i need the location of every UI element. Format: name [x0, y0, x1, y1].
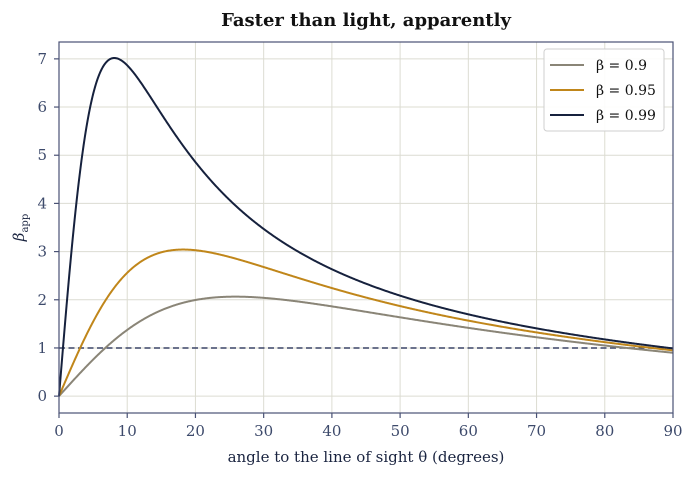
y-tick-label: 0: [37, 387, 47, 405]
x-tick-label: 30: [254, 422, 273, 440]
series-layer: [58, 57, 674, 397]
series-line: [58, 248, 674, 397]
y-axis-label-main: β: [10, 232, 28, 242]
series-line: [58, 57, 674, 397]
y-axis-label: βapp: [10, 214, 31, 242]
x-tick-label: 10: [118, 422, 137, 440]
y-axis-label-sub: app: [20, 214, 31, 233]
x-axis-label: angle to the line of sight θ (degrees): [228, 448, 505, 466]
y-tick-label: 7: [37, 50, 47, 68]
x-tick-label: 60: [459, 422, 478, 440]
y-tick-label: 5: [37, 146, 47, 164]
x-tick-label: 80: [595, 422, 614, 440]
series-line: [58, 295, 674, 397]
legend-label: β = 0.99: [596, 108, 656, 124]
plot-frame: [58, 41, 674, 414]
x-tick-label: 0: [54, 422, 64, 440]
legend-label: β = 0.95: [596, 83, 656, 99]
y-tick-label: 3: [37, 243, 47, 261]
x-tick-label: 40: [322, 422, 341, 440]
y-tick-label: 2: [37, 291, 47, 309]
x-axis: 0 10 20 30 40 50 60 70 80 90: [54, 413, 683, 440]
y-tick-label: 1: [37, 339, 47, 357]
y-axis: 0 1 2 3 4 5 6 7: [37, 50, 59, 405]
x-tick-label: 70: [527, 422, 546, 440]
legend-label: β = 0.9: [596, 58, 647, 74]
x-tick-label: 90: [663, 422, 682, 440]
x-tick-label: 50: [391, 422, 410, 440]
grid: [58, 42, 674, 413]
chart-title: Faster than light, apparently: [221, 10, 511, 31]
y-tick-label: 6: [37, 98, 47, 116]
legend-box: [543, 48, 665, 132]
x-tick-label: 20: [186, 422, 205, 440]
y-tick-label: 4: [37, 194, 47, 212]
legend: β = 0.9 β = 0.95 β = 0.99: [543, 48, 665, 132]
